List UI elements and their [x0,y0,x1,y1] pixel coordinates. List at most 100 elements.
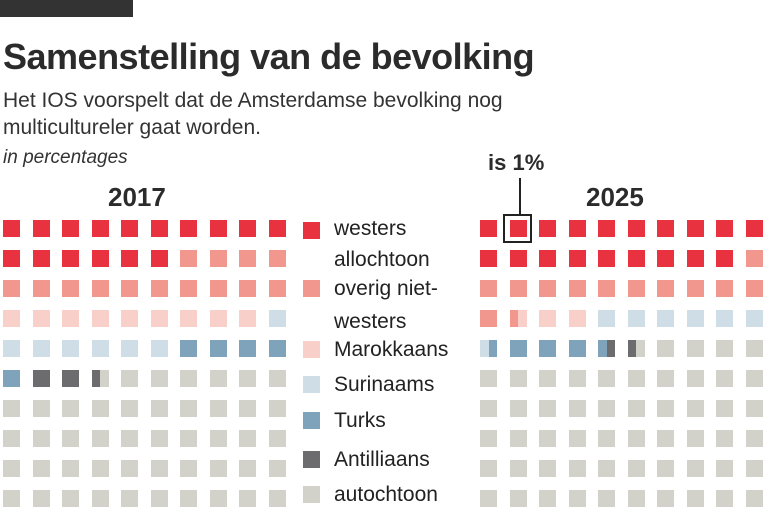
waffle-square-segment [539,490,548,507]
annotation-line [519,178,521,215]
waffle-square-segment [539,430,548,447]
waffle-square-2025 [480,430,497,447]
waffle-square-segment [91,490,101,507]
waffle-square-2025 [568,340,586,357]
waffle-square-segment [129,370,138,387]
waffle-square-segment [11,430,20,447]
waffle-square-2017 [32,400,50,417]
waffle-square-segment [745,490,755,507]
waffle-square-segment [480,460,489,477]
waffle-square-2025 [509,490,527,507]
waffle-square-segment [577,430,586,447]
waffle-square-segment [539,370,548,387]
waffle-square-segment [91,220,109,237]
waffle-square-segment [209,220,227,237]
waffle-square-2025 [745,220,763,237]
waffle-square-2025 [480,370,497,387]
waffle-square-segment [547,430,556,447]
waffle-square-2017 [121,430,138,447]
waffle-square-2025 [686,220,704,237]
waffle-square-2025 [657,430,674,447]
waffle-square-segment [239,400,248,417]
waffle-square-segment [41,490,50,507]
waffle-square-2017 [268,220,286,237]
waffle-square-segment [547,460,556,477]
waffle-square-2017 [91,430,109,447]
waffle-square-segment [268,490,278,507]
waffle-square-segment [547,400,556,417]
waffle-square-segment [657,460,666,477]
waffle-square-segment [150,250,168,267]
waffle-square-segment [247,370,256,387]
waffle-square-segment [218,370,227,387]
waffle-square-segment [577,310,586,327]
waffle-square-2025 [657,220,674,237]
waffle-square-segment [32,370,50,387]
waffle-square-segment [188,490,197,507]
waffle-square-2017 [62,370,79,387]
waffle-square-2025 [598,430,615,447]
waffle-square-2017 [121,340,138,357]
waffle-square-2025 [657,280,674,297]
waffle-square-segment [180,460,189,477]
waffle-square-segment [3,370,20,387]
waffle-square-segment [636,430,645,447]
waffle-square-segment [636,460,645,477]
waffle-square-segment [62,280,79,297]
waffle-grid-2017 [3,220,289,510]
waffle-square-2017 [180,370,197,387]
waffle-square-2025 [509,460,527,477]
waffle-square-segment [129,430,138,447]
waffle-square-segment [180,430,189,447]
waffle-square-2025 [716,400,733,417]
waffle-square-segment [480,220,497,237]
waffle-square-segment [695,430,704,447]
waffle-square-segment [686,280,704,297]
waffle-square-2025 [716,310,733,327]
waffle-square-segment [180,280,197,297]
waffle-square-2017 [62,490,79,507]
waffle-square-segment [598,340,607,357]
waffle-square-segment [598,370,607,387]
waffle-square-segment [716,460,725,477]
waffle-square-segment [539,400,548,417]
waffle-square-segment [3,310,20,327]
waffle-square-segment [3,460,12,477]
waffle-square-2017 [239,460,256,477]
waffle-square-segment [121,430,130,447]
waffle-square-2017 [121,310,138,327]
waffle-square-segment [657,340,666,357]
waffle-square-segment [539,310,548,327]
waffle-square-segment [568,370,578,387]
waffle-square-segment [247,490,256,507]
waffle-square-segment [509,220,527,237]
waffle-square-segment [577,400,586,417]
waffle-square-2017 [268,430,286,447]
waffle-square-segment [480,250,497,267]
waffle-square-2025 [480,400,497,417]
waffle-square-segment [188,370,197,387]
waffle-square-segment [518,310,527,327]
waffle-square-2017 [32,220,50,237]
waffle-square-2017 [150,370,168,387]
waffle-square-segment [598,220,615,237]
waffle-square-2017 [239,250,256,267]
waffle-square-segment [209,430,219,447]
waffle-square-2025 [539,490,556,507]
waffle-square-2017 [3,340,20,357]
waffle-square-segment [70,430,79,447]
waffle-square-2017 [3,250,20,267]
waffle-square-2017 [209,340,227,357]
waffle-square-segment [568,220,586,237]
waffle-square-segment [716,430,725,447]
waffle-square-segment [239,340,256,357]
waffle-square-2025 [716,340,733,357]
waffle-square-2025 [509,250,527,267]
waffle-square-segment [62,400,71,417]
waffle-square-segment [480,400,489,417]
waffle-square-segment [745,250,763,267]
waffle-square-segment [695,460,704,477]
waffle-square-segment [209,460,219,477]
waffle-square-segment [745,370,755,387]
waffle-square-segment [480,280,497,297]
